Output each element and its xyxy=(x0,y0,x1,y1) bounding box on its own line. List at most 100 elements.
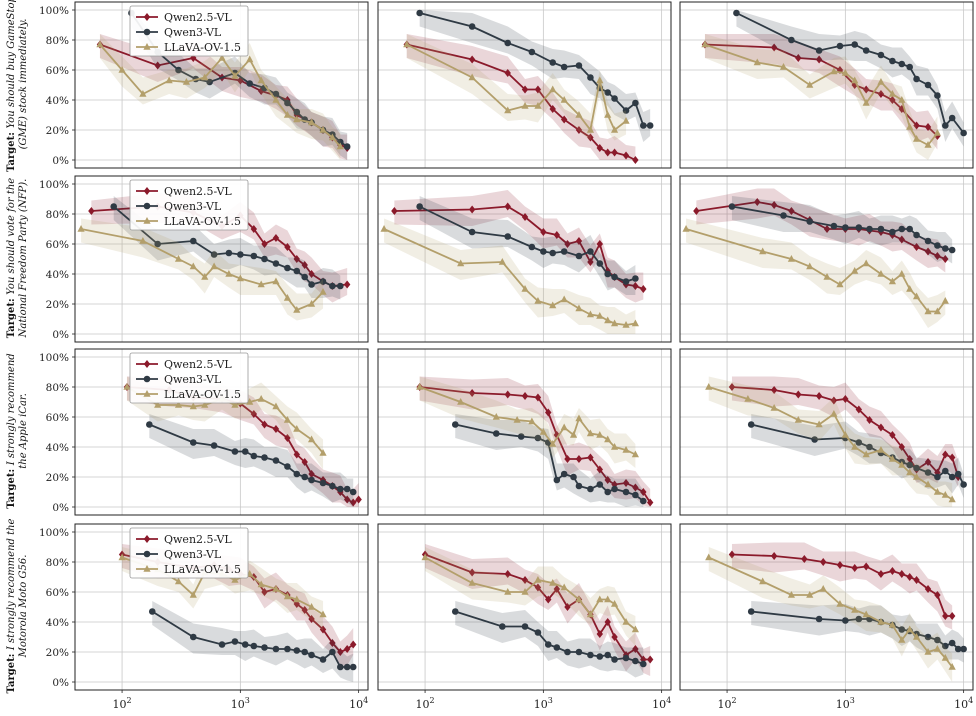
point-llava-ov-1-5 xyxy=(924,141,932,148)
point-qwen2-5-vl xyxy=(913,243,920,251)
point-qwen3-vl xyxy=(575,648,583,656)
point-llava-ov-1-5 xyxy=(744,395,752,402)
point-llava-ov-1-5 xyxy=(272,585,280,592)
point-qwen3-vl xyxy=(611,95,618,102)
point-llava-ov-1-5 xyxy=(307,435,316,443)
point-qwen3-vl xyxy=(210,251,218,258)
point-llava-ov-1-5 xyxy=(189,402,197,410)
point-qwen3-vl xyxy=(611,656,618,663)
panel-frame xyxy=(679,523,974,691)
point-qwen3-vl xyxy=(960,481,967,488)
point-qwen3-vl xyxy=(622,488,630,496)
band-qwen2-5-vl xyxy=(425,544,651,676)
point-llava-ov-1-5 xyxy=(906,123,914,130)
point-llava-ov-1-5 xyxy=(823,273,831,280)
band-qwen3-vl xyxy=(419,10,651,142)
point-llava-ov-1-5 xyxy=(272,96,280,103)
legend-marker xyxy=(143,390,151,397)
point-qwen3-vl xyxy=(349,488,357,496)
point-qwen3-vl xyxy=(862,47,870,54)
y-tick-label: 60% xyxy=(46,412,69,424)
point-llava-ov-1-5 xyxy=(906,625,914,633)
point-qwen3-vl xyxy=(250,252,258,260)
row-label-line-1: Target: You should buy GameStop xyxy=(6,0,17,172)
point-qwen3-vl xyxy=(877,225,885,233)
point-qwen3-vl xyxy=(622,278,630,285)
point-llava-ov-1-5 xyxy=(759,577,767,585)
point-qwen3-vl xyxy=(877,51,885,59)
point-llava-ov-1-5 xyxy=(201,401,209,408)
point-qwen2-5-vl xyxy=(350,498,357,507)
legend-label-qwen2-5-vl: Qwen2.5-VL xyxy=(164,358,232,371)
point-qwen2-5-vl xyxy=(468,205,476,214)
point-qwen2-5-vl xyxy=(284,243,291,251)
point-qwen2-5-vl xyxy=(575,455,583,463)
point-llava-ov-1-5 xyxy=(779,63,788,70)
point-qwen2-5-vl xyxy=(88,207,95,215)
point-llava-ov-1-5 xyxy=(307,118,316,126)
point-llava-ov-1-5 xyxy=(830,410,838,417)
point-qwen3-vl xyxy=(604,270,612,278)
point-qwen2-5-vl xyxy=(934,591,941,599)
band-qwen3-vl xyxy=(131,10,348,160)
point-llava-ov-1-5 xyxy=(841,431,849,438)
point-llava-ov-1-5 xyxy=(257,395,265,402)
point-qwen2-5-vl xyxy=(468,568,476,577)
point-llava-ov-1-5 xyxy=(293,115,301,123)
point-qwen3-vl xyxy=(293,470,301,478)
point-qwen2-5-vl xyxy=(587,258,594,266)
point-llava-ov-1-5 xyxy=(705,553,713,561)
row-label-line-1: Target: You should vote for the xyxy=(6,178,17,338)
legend-box xyxy=(129,5,249,57)
point-llava-ov-1-5 xyxy=(549,85,557,93)
legend-label-qwen2-5-vl: Qwen2.5-VL xyxy=(164,185,232,198)
legend-box xyxy=(129,352,249,404)
x-tick-label: 103 xyxy=(836,696,855,711)
point-qwen3-vl xyxy=(855,224,863,231)
point-qwen2-5-vl xyxy=(788,207,795,215)
point-llava-ov-1-5 xyxy=(534,297,542,304)
legend-label-qwen3-vl: Qwen3-VL xyxy=(164,373,222,386)
point-qwen3-vl xyxy=(889,228,896,236)
point-qwen3-vl xyxy=(640,497,647,505)
point-llava-ov-1-5 xyxy=(380,225,388,232)
panel-r1-c1 xyxy=(377,175,672,343)
panel-r3-c2: 102 103 104 xyxy=(679,523,974,711)
point-qwen3-vl xyxy=(587,74,594,81)
point-llava-ov-1-5 xyxy=(201,273,209,280)
y-tick-label: 80% xyxy=(46,209,69,221)
band-llava-ov-1-5 xyxy=(406,34,627,141)
band-qwen3-vl xyxy=(751,414,964,498)
point-qwen3-vl xyxy=(587,485,594,493)
point-qwen3-vl xyxy=(308,281,315,288)
point-llava-ov-1-5 xyxy=(830,67,838,75)
point-qwen2-5-vl xyxy=(646,498,654,507)
point-qwen3-vl xyxy=(499,623,506,630)
point-qwen2-5-vl xyxy=(877,90,885,98)
point-llava-ov-1-5 xyxy=(877,618,885,625)
point-qwen2-5-vl xyxy=(564,455,571,463)
point-qwen3-vl xyxy=(855,615,863,623)
legend-marker xyxy=(143,375,151,383)
point-qwen2-5-vl xyxy=(913,576,920,584)
point-qwen2-5-vl xyxy=(553,585,561,593)
series-line-llava-ov-1-5 xyxy=(126,386,324,454)
point-llava-ov-1-5 xyxy=(319,610,327,618)
point-qwen3-vl xyxy=(250,452,258,460)
point-llava-ov-1-5 xyxy=(236,274,244,282)
point-qwen2-5-vl xyxy=(355,495,362,504)
point-qwen2-5-vl xyxy=(906,455,913,463)
series-line-qwen3-vl xyxy=(731,205,953,251)
point-qwen3-vl xyxy=(587,651,594,659)
point-qwen2-5-vl xyxy=(272,425,280,433)
point-qwen2-5-vl xyxy=(604,476,611,484)
legend-box xyxy=(129,527,249,579)
point-qwen2-5-vl xyxy=(942,255,949,263)
point-qwen2-5-vl xyxy=(820,558,827,566)
point-llava-ov-1-5 xyxy=(815,420,823,428)
row-label-line-2: National Freedom Party (NFP). xyxy=(18,179,29,339)
point-qwen3-vl xyxy=(540,248,547,255)
legend-marker xyxy=(143,565,151,572)
panel-frame xyxy=(377,523,672,691)
point-llava-ov-1-5 xyxy=(504,106,512,114)
